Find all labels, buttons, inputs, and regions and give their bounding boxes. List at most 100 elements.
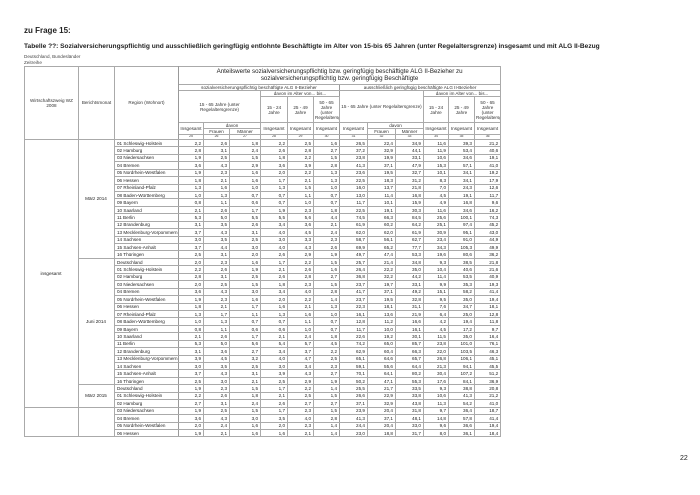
value-cell: 16,0	[339, 183, 368, 193]
value-cell: 1,8	[313, 205, 340, 215]
value-cell: 24,4	[339, 421, 368, 431]
value-cell: 19,4	[473, 421, 502, 431]
header-insgesamt: Insgesamt	[423, 122, 449, 136]
value-cell: 3,5	[203, 235, 230, 245]
value-cell: 10,1	[367, 198, 396, 207]
value-cell: 2,6	[203, 138, 230, 148]
value-cell: 3,0	[178, 362, 204, 371]
value-cell: 12,6	[473, 183, 502, 193]
value-cell: 4,4	[313, 213, 340, 222]
table-row: 12 Brandenburg 3,1 3,6 2,7 3,4 3,7 2,2 62,9 60,4…	[25, 347, 502, 356]
value-cell: 0,7	[313, 324, 340, 334]
value-cell: 2,0	[178, 280, 204, 289]
region-cell: 01 Schleswig-Holstein	[114, 391, 179, 401]
value-cell: 21,4	[367, 257, 396, 267]
value-cell: 32,9	[367, 399, 396, 408]
value-cell: 36,8	[339, 272, 368, 282]
value-cell: 2,5	[229, 235, 261, 245]
value-cell: 3,6	[287, 220, 314, 230]
value-cell: 1,7	[260, 257, 288, 267]
value-cell: 21,3	[423, 362, 449, 371]
region-cell: 12 Brandenburg	[114, 220, 179, 230]
value-cell: 33,1	[395, 153, 424, 163]
header-maenner: Männer	[229, 128, 261, 136]
value-cell: 0,8	[178, 198, 204, 207]
value-cell: 1,6	[287, 309, 314, 319]
value-cell: 58,2	[448, 287, 475, 297]
header-age-15-24: 15 - 24 Jahre	[260, 96, 288, 124]
header-insgesamt: Insgesamt	[339, 122, 368, 136]
berichtsmonat-cell: März 2015	[78, 384, 115, 408]
value-cell: 91,0	[448, 235, 475, 245]
value-cell: 34,6	[448, 153, 475, 163]
value-cell: 39,3	[448, 138, 475, 148]
region-cell: 16 Thüringen	[114, 376, 179, 386]
value-cell: 3,4	[287, 362, 314, 371]
value-cell: 10,4	[423, 265, 449, 274]
value-cell: 1,0	[178, 190, 204, 200]
header-maenner: Männer	[395, 128, 424, 136]
value-cell: 2,9	[229, 161, 261, 170]
value-cell: 2,5	[178, 250, 204, 259]
value-cell: 45,2	[473, 220, 502, 230]
value-cell: 2,2	[287, 153, 314, 163]
value-cell: 4,3	[203, 287, 230, 297]
value-cell: 84,1	[448, 376, 475, 386]
value-cell: 3,0	[260, 235, 288, 245]
value-cell: 41,3	[448, 391, 475, 401]
value-cell: 1,9	[178, 384, 204, 393]
value-cell: 1,3	[178, 183, 204, 193]
value-cell: 85,7	[395, 339, 424, 349]
value-cell: 22,3	[339, 302, 368, 312]
value-cell: 0,7	[229, 190, 261, 200]
value-cell: 1,6	[229, 421, 261, 431]
value-cell: 47,1	[367, 376, 396, 386]
value-cell: 10,6	[423, 391, 449, 401]
value-cell: 2,5	[287, 391, 314, 401]
header-insgesamt: Insgesamt	[448, 122, 475, 136]
value-cell: 1,0	[229, 183, 261, 193]
value-cell: 49,7	[339, 250, 368, 259]
value-cell: 1,3	[203, 317, 230, 326]
region-cell: 11 Berlin	[114, 339, 179, 349]
value-cell: 3,0	[260, 362, 288, 371]
value-cell: 2,0	[260, 421, 288, 431]
region-cell: 15 Sachsen-Anhalt	[114, 243, 179, 252]
value-cell: 21,2	[473, 391, 502, 401]
region-cell: 03 Niedersachsen	[114, 153, 179, 163]
value-cell: 23,9	[339, 406, 368, 416]
value-cell: 2,6	[260, 250, 288, 259]
value-cell: 25,5	[339, 384, 368, 393]
value-cell: 3,0	[229, 243, 261, 252]
region-cell: 10 Saarland	[114, 205, 179, 215]
value-cell: 1,4	[313, 384, 340, 393]
value-cell: 0,7	[260, 317, 288, 326]
value-cell: 41,0	[473, 399, 502, 408]
value-cell: 64,1	[367, 369, 396, 378]
value-cell: 1,1	[229, 309, 261, 319]
value-cell: 2,2	[287, 257, 314, 267]
region-cell: 06 Hessen	[114, 176, 179, 185]
value-cell: 1,9	[178, 153, 204, 163]
value-cell: 1,7	[229, 302, 261, 312]
value-cell: 2,2	[178, 391, 204, 401]
data-table: Wirtschaftszweig WZ 2008 Berichtsmonat R…	[24, 66, 502, 438]
value-cell: 34,1	[448, 176, 475, 185]
value-cell: 1,5	[313, 280, 340, 289]
value-cell: 9,7	[423, 406, 449, 416]
value-cell: 4,9	[423, 198, 449, 207]
value-cell: 33,8	[395, 391, 424, 401]
region-cell: 03 Niedersachsen	[114, 406, 179, 416]
value-cell: 56,1	[367, 235, 396, 245]
value-cell: 2,3	[287, 280, 314, 289]
value-cell: 16,8	[395, 190, 424, 200]
value-cell: 3,4	[260, 220, 288, 230]
question-heading: zu Frage 15:	[24, 26, 71, 35]
value-cell: 44,2	[395, 272, 424, 282]
value-cell: 3,4	[260, 347, 288, 356]
table-row: 03 Niedersachsen 1,9 2,5 1,5 1,8 2,2 1,5 23,8 19…	[25, 153, 502, 163]
value-cell: 11,5	[423, 332, 449, 341]
value-cell: 21,8	[395, 183, 424, 193]
value-cell: 31,8	[395, 406, 424, 416]
value-cell: 1,5	[229, 153, 261, 163]
